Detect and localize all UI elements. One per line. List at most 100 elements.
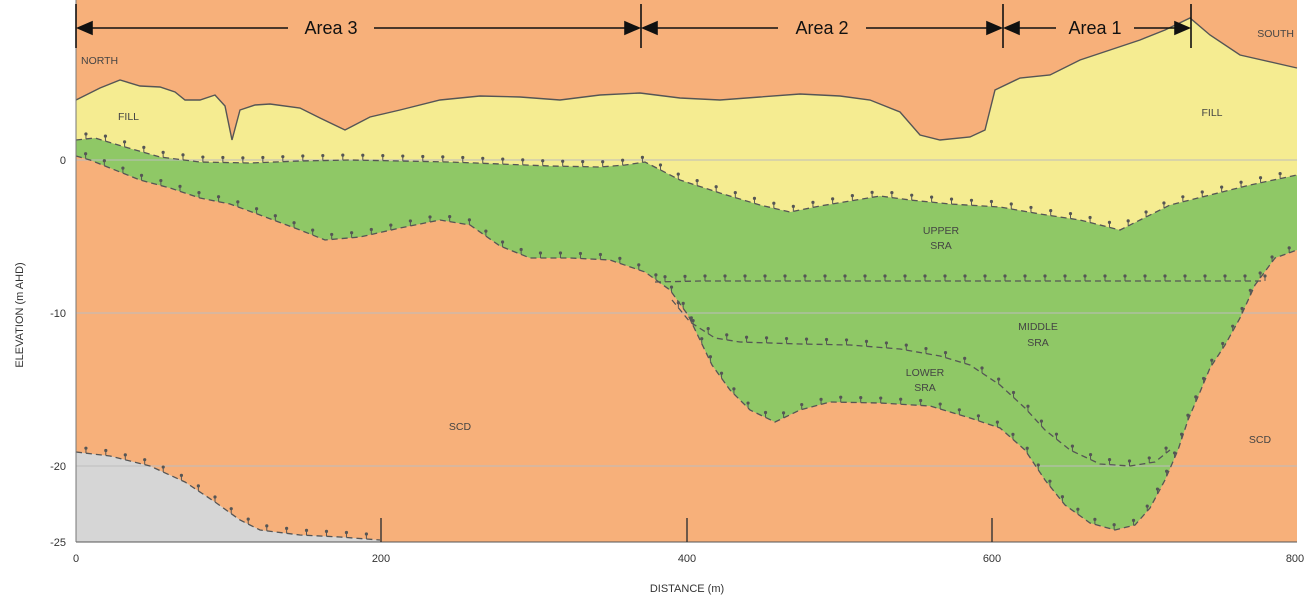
boundary-sra-scd-north (75, 155, 1298, 531)
boundary-marker (791, 204, 795, 212)
boundary-marker (1172, 451, 1177, 458)
boundary-marker (1147, 456, 1151, 463)
boundary-marker (725, 333, 729, 340)
boundary-marker (863, 274, 867, 281)
boundary-marker (139, 173, 144, 181)
boundary-marker (1270, 255, 1274, 262)
boundary-marker (703, 274, 707, 281)
boundary-marker (1201, 376, 1206, 384)
y-tick-label: 0 (60, 155, 66, 167)
boundary-marker (578, 251, 583, 259)
boundary-middle-lower (671, 299, 1171, 467)
y-tick-label: -20 (50, 461, 66, 473)
boundary-marker (637, 263, 641, 270)
boundary-marker (1076, 507, 1080, 515)
boundary-marker (823, 274, 827, 281)
boundary-marker (1029, 205, 1033, 213)
boundary-marker (1165, 469, 1169, 477)
boundary-marker (254, 207, 259, 214)
boundary-marker (1248, 288, 1252, 296)
boundary-marker (732, 387, 736, 394)
boundary-marker (844, 338, 849, 345)
boundary-marker (781, 411, 786, 418)
boundary-marker (1112, 523, 1116, 530)
boundary-marker (938, 402, 942, 410)
y-tick-label: -25 (50, 537, 66, 549)
bedrock-layer (76, 452, 380, 542)
x-tick-label: 400 (678, 553, 696, 565)
boundary-marker (859, 396, 863, 403)
boundary-marker (401, 154, 405, 162)
boundary-marker (521, 158, 525, 165)
boundary-marker (281, 155, 285, 162)
middle-sra-label: SRA (1027, 337, 1049, 349)
boundary-marker (501, 157, 505, 165)
boundary-marker (102, 159, 106, 166)
boundary-marker (121, 166, 125, 174)
boundary-marker (1240, 306, 1244, 314)
boundary-marker (811, 200, 815, 208)
boundary-marker (142, 145, 146, 153)
boundary-marker (369, 227, 373, 235)
boundary-marker (161, 465, 165, 473)
boundary-marker (963, 356, 967, 364)
boundary-marker (421, 154, 425, 162)
boundary-marker (930, 195, 934, 203)
boundary-marker (122, 140, 127, 147)
boundary-marker (1068, 211, 1073, 219)
boundary-marker (714, 185, 718, 192)
boundary-marker (364, 532, 368, 539)
boundary-marker (640, 155, 645, 163)
boundary-marker (201, 155, 205, 163)
boundary-marker (1011, 390, 1016, 398)
boundary-marker (304, 528, 309, 536)
boundary-marker (824, 337, 829, 345)
boundary-marker (743, 274, 747, 281)
boundary-marker (676, 301, 680, 308)
scd-label: SCD (1249, 434, 1272, 446)
boundary-marker (681, 301, 685, 309)
boundary-marker (229, 507, 233, 514)
boundary-marker (273, 214, 277, 221)
south-label: SOUTH (1257, 28, 1294, 40)
boundary-marker (700, 337, 704, 344)
boundary-marker (663, 275, 667, 282)
boundary-marker (1155, 487, 1160, 495)
boundary-marker (683, 274, 687, 282)
x-tick-label: 0 (73, 553, 79, 565)
boundary-marker (943, 351, 948, 358)
boundary-marker (321, 153, 325, 161)
boundary-marker (691, 319, 695, 326)
boundary-marker (84, 132, 88, 139)
boundary-marker (943, 274, 947, 281)
boundary-marker (784, 336, 789, 344)
area-arrows (75, 20, 1192, 36)
boundary-marker (292, 221, 296, 228)
boundary-marker (997, 377, 1001, 385)
boundary-marker (1200, 190, 1204, 197)
boundary-marker (601, 160, 605, 167)
boundary-marker (976, 414, 981, 421)
boundary-marker (461, 155, 465, 163)
scd-label: SCD (449, 421, 472, 433)
boundary-fill-sra (75, 137, 1298, 231)
boundary-marker (804, 337, 809, 345)
boundary-marker (621, 158, 625, 166)
boundary-marker (924, 346, 928, 354)
boundary-marker (723, 274, 727, 281)
boundary-marker (1194, 395, 1198, 402)
boundary-marker (1003, 274, 1007, 281)
lower-sra-label: SRA (914, 382, 936, 394)
boundary-marker (618, 256, 622, 264)
boundary-marker (236, 200, 240, 207)
boundary-marker (500, 240, 505, 248)
boundary-marker (957, 408, 961, 415)
boundary-marker (1088, 215, 1092, 223)
boundary-marker (598, 252, 603, 260)
boundary-marker (1049, 209, 1053, 216)
fill-label: FILL (1201, 107, 1222, 119)
boundary-marker (980, 366, 984, 374)
area-label: Area 3 (304, 18, 357, 38)
boundary-marker (1210, 358, 1214, 366)
boundary-marker (221, 155, 225, 163)
